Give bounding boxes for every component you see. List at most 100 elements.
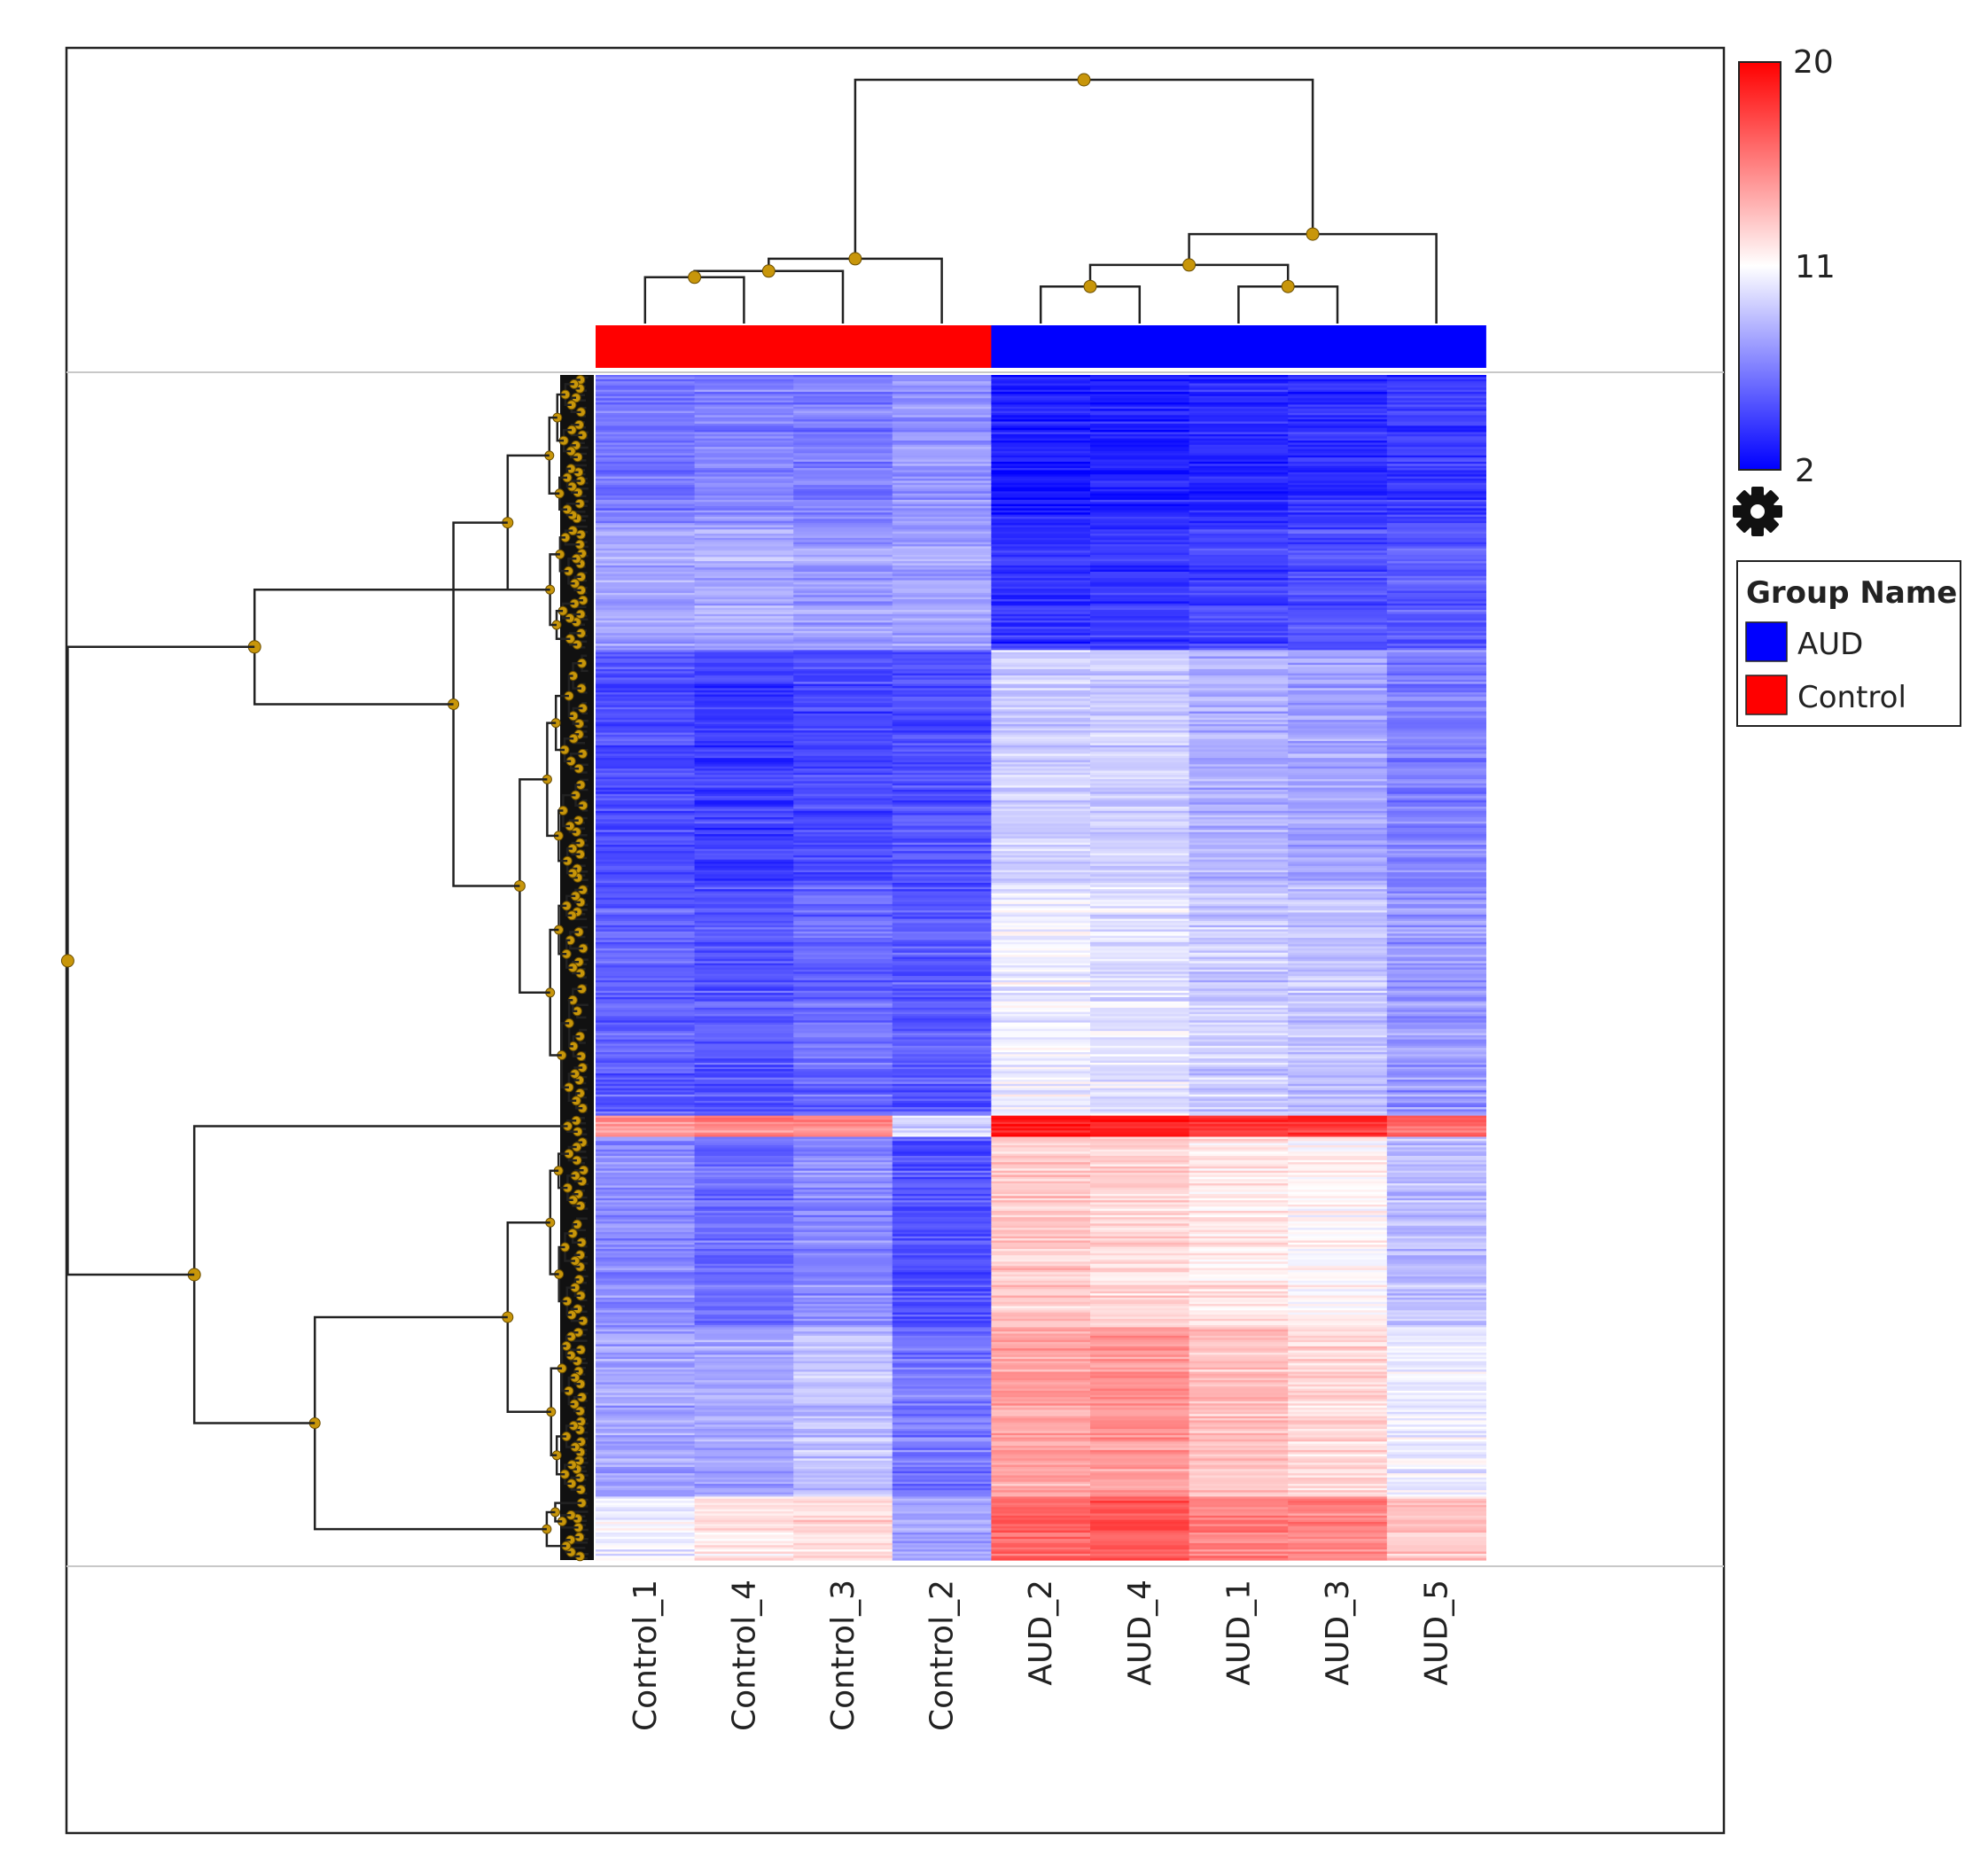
heatmap-cell [1386, 1449, 1486, 1453]
heatmap-cell [694, 395, 794, 399]
heatmap-cell [1090, 1329, 1190, 1332]
heatmap-cell [892, 557, 992, 560]
heatmap-cell [991, 1176, 1091, 1180]
heatmap-cell [793, 552, 893, 556]
heatmap-cell [1386, 766, 1486, 769]
heatmap-cell [1189, 906, 1289, 909]
heatmap-cell [892, 495, 992, 499]
heatmap-cell [1189, 840, 1289, 844]
heatmap-cell [1090, 534, 1190, 537]
heatmap-cell [892, 402, 992, 406]
heatmap-cell [1288, 831, 1388, 835]
heatmap-cell [1189, 730, 1289, 734]
heatmap-cell [793, 1534, 893, 1538]
heatmap-cell [1189, 808, 1289, 812]
heatmap-cell [793, 1185, 893, 1189]
heatmap-cell [991, 508, 1091, 511]
heatmap-cell [1090, 1261, 1190, 1265]
heatmap-cell [892, 776, 992, 780]
heatmap-cell [694, 973, 794, 977]
heatmap-cell [1189, 667, 1289, 670]
heatmap-cell [1386, 1269, 1486, 1273]
heatmap-cell [596, 1045, 696, 1049]
heatmap-cell [1386, 381, 1486, 385]
heatmap-cell [892, 1494, 992, 1497]
heatmap-cell [892, 1411, 992, 1415]
heatmap-cell [694, 558, 794, 562]
heatmap-cell [892, 613, 992, 617]
heatmap-cell [892, 1098, 992, 1102]
heatmap-cell [892, 734, 992, 737]
dendrogram-node [688, 270, 702, 285]
heatmap-cell [991, 1479, 1091, 1483]
heatmap-cell [694, 929, 794, 932]
heatmap-cell [694, 417, 794, 420]
heatmap-cell [1288, 800, 1388, 803]
heatmap-cell [596, 1339, 696, 1343]
heatmap-cell [1288, 1299, 1388, 1303]
heatmap-cell [892, 1168, 992, 1172]
heatmap-cell [1288, 1513, 1388, 1517]
heatmap-cell [991, 1214, 1091, 1218]
heatmap-cell [991, 383, 1091, 386]
heatmap-cell [596, 1066, 696, 1070]
heatmap-cell [1386, 1361, 1486, 1364]
heatmap-cell [991, 464, 1091, 467]
heatmap-cell [1090, 1484, 1190, 1487]
heatmap-cell [1288, 988, 1388, 992]
heatmap-cell [1386, 1466, 1486, 1470]
heatmap-cell [991, 1335, 1091, 1338]
heatmap-cell [991, 1289, 1091, 1292]
heatmap-cell [991, 1162, 1091, 1166]
heatmap-cell [793, 1452, 893, 1455]
heatmap-cell [991, 1484, 1091, 1487]
heatmap-cell [793, 857, 893, 861]
heatmap-cell [1386, 1536, 1486, 1540]
heatmap-cell [1386, 698, 1486, 702]
heatmap-cell [793, 1168, 893, 1172]
heatmap-cell [892, 825, 992, 829]
heatmap-cell [596, 465, 696, 469]
heatmap-cell [793, 734, 893, 737]
heatmap-cell [694, 1411, 794, 1415]
heatmap-cell [991, 671, 1091, 675]
heatmap-cell [596, 993, 696, 996]
heatmap-cell [694, 677, 794, 681]
heatmap-cell [1090, 940, 1190, 943]
heatmap-cell [892, 717, 992, 721]
heatmap-cell [991, 1492, 1091, 1495]
heatmap-cell [1386, 1263, 1486, 1267]
heatmap-cell [892, 1463, 992, 1466]
heatmap-cell [694, 1115, 794, 1119]
heatmap-cell [694, 1539, 794, 1542]
heatmap-cell [793, 1501, 893, 1504]
heatmap-cell [596, 1408, 696, 1411]
heatmap-cell [892, 470, 992, 473]
heatmap-cell [1189, 900, 1289, 903]
heatmap-cell [793, 1003, 893, 1007]
heatmap-cell [1386, 1420, 1486, 1424]
heatmap-cell [793, 671, 893, 675]
heatmap-cell [596, 1369, 696, 1373]
heatmap-cell [1189, 946, 1289, 949]
heatmap-cell [694, 956, 794, 960]
heatmap-cell [793, 1107, 893, 1111]
heatmap-cell [1090, 927, 1190, 931]
heatmap-cell [991, 1295, 1091, 1299]
heatmap-cell [596, 1089, 696, 1093]
heatmap-cell [1189, 1348, 1289, 1352]
heatmap-cell [793, 781, 893, 784]
heatmap-cell [596, 1268, 696, 1271]
heatmap-cell [1288, 580, 1388, 583]
heatmap-cell [1090, 1236, 1190, 1239]
heatmap-cell [1189, 383, 1289, 386]
heatmap-cell [1189, 436, 1289, 440]
heatmap-cell [892, 751, 992, 754]
heatmap-cell [991, 495, 1091, 499]
heatmap-cell [1288, 993, 1388, 996]
heatmap-cell [1386, 616, 1486, 620]
heatmap-cell [1288, 1350, 1388, 1354]
heatmap-cell [793, 1399, 893, 1402]
heatmap-cell [991, 1245, 1091, 1248]
heatmap-cell [596, 1348, 696, 1352]
